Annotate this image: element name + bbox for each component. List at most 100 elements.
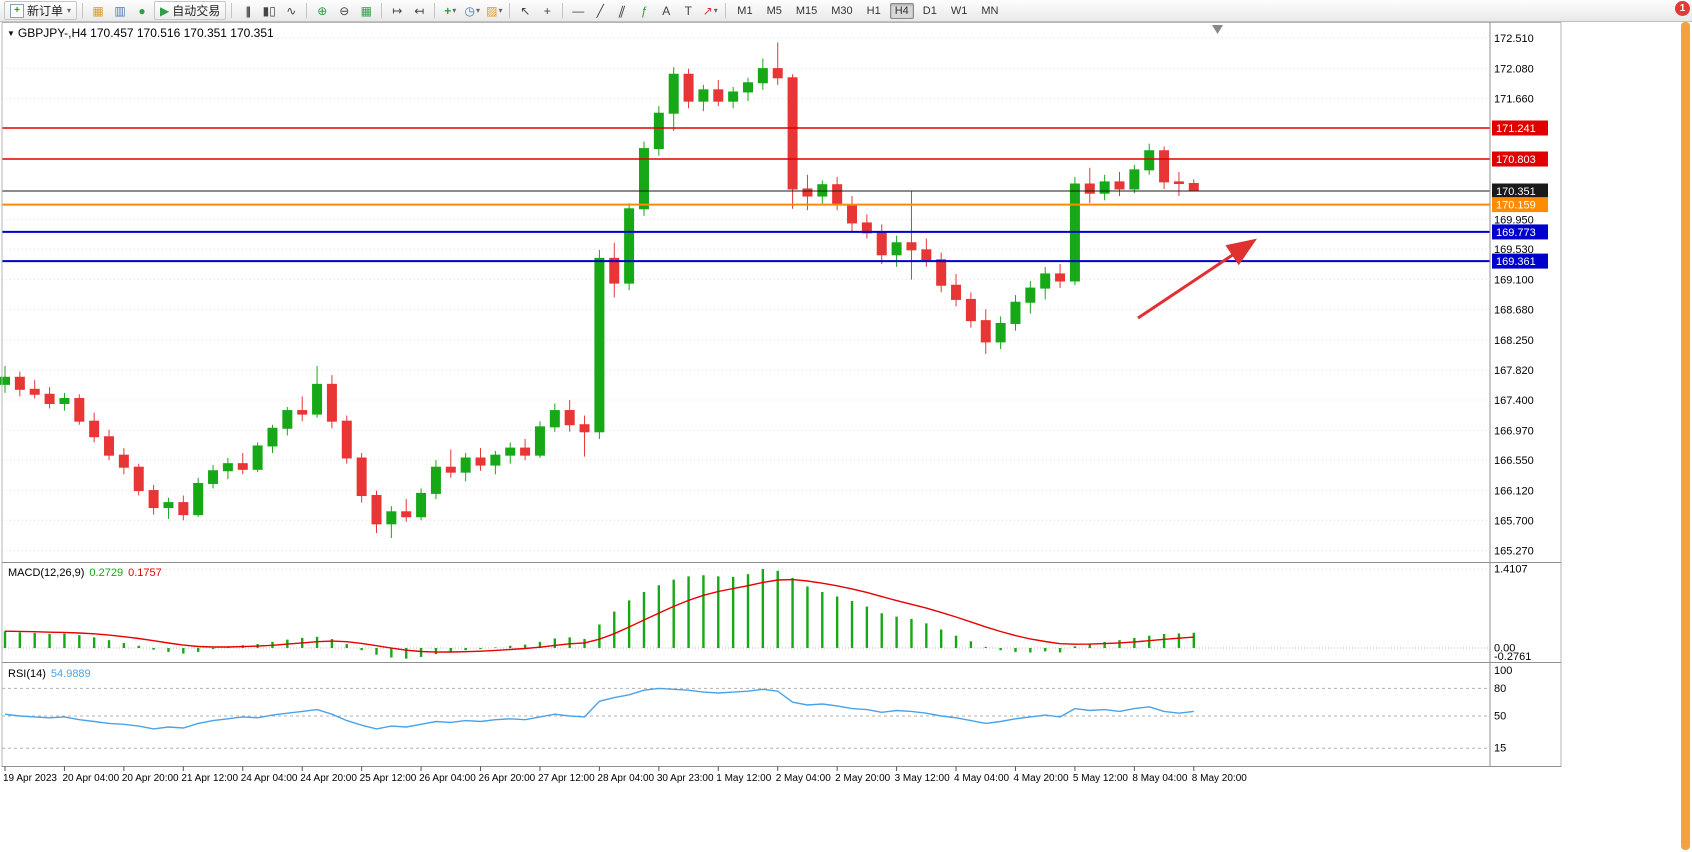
market-watch-icon[interactable]: ▦	[92, 3, 104, 18]
price-tick-label: 168.250	[1494, 335, 1534, 347]
price-line-tag-label: 170.351	[1496, 186, 1536, 198]
horizontal-line-icon[interactable]: —	[572, 3, 585, 18]
new-order-button[interactable]: + 新订单 ▾	[4, 1, 78, 20]
candle	[237, 463, 248, 470]
candle	[549, 410, 560, 428]
cursor-icon[interactable]: ↖	[520, 3, 531, 18]
candle	[386, 511, 397, 525]
separator	[231, 3, 233, 18]
chart-canvas[interactable]: 172.510 172.080 171.660 169.950 169.530 169.1…	[0, 22, 1692, 852]
periods-button[interactable]: ◷ ▾	[462, 1, 482, 20]
autotrade-icon: ▶	[160, 3, 170, 18]
price-line-tag	[1492, 151, 1548, 167]
macd-axis-label: 1.4107	[1494, 564, 1528, 576]
candle	[594, 257, 605, 433]
scrollbar[interactable]	[1681, 22, 1690, 850]
tf-h4[interactable]: H4	[889, 2, 914, 19]
time-label: 27 Apr 12:00	[538, 773, 595, 784]
navigator-icon[interactable]: ●	[138, 3, 146, 18]
time-label: 19 Apr 2023	[3, 773, 57, 784]
label-icon[interactable]: T	[684, 3, 692, 18]
fibonacci-icon[interactable]: ƒ	[640, 3, 648, 18]
separator	[509, 3, 511, 18]
chevron-down-icon[interactable]: ▾	[67, 6, 72, 15]
candle	[728, 91, 739, 102]
trendline-icon[interactable]: ╱	[596, 3, 604, 18]
candle	[1010, 301, 1021, 324]
candle	[178, 502, 189, 516]
crosshair-icon[interactable]: +	[543, 3, 551, 18]
separator	[306, 3, 308, 18]
candle	[0, 376, 10, 385]
chart-shift-icon[interactable]: ↤	[414, 3, 425, 18]
tf-mn[interactable]: MN	[981, 4, 999, 17]
price-line-tag-label: 169.361	[1496, 256, 1536, 268]
chevron-down-icon[interactable]: ▾	[713, 5, 718, 15]
price-tick-label: 168.680	[1494, 304, 1534, 316]
zoom-out-icon[interactable]: ⊖	[339, 3, 350, 18]
candle	[371, 495, 382, 525]
candle	[252, 445, 263, 470]
chevron-down-icon[interactable]: ▾	[452, 5, 457, 15]
tf-m5[interactable]: M5	[766, 4, 782, 17]
candle	[475, 457, 486, 466]
channel-icon[interactable]: ∥	[617, 3, 628, 18]
price-tick-label: 169.950	[1494, 214, 1534, 226]
time-label: 28 Apr 04:00	[597, 773, 654, 784]
data-window-icon[interactable]: ▥	[114, 3, 126, 18]
templates-button[interactable]: ▨ ▾	[484, 1, 504, 20]
tile-windows-icon[interactable]: ▦	[360, 3, 372, 18]
line-chart-icon[interactable]: ∿	[286, 3, 297, 18]
candle	[430, 466, 441, 494]
candle	[14, 376, 25, 390]
candle	[282, 410, 293, 429]
auto-scroll-icon[interactable]: ↦	[392, 3, 403, 18]
tf-m30[interactable]: M30	[831, 4, 853, 17]
arrow-annotation[interactable]	[1137, 238, 1257, 320]
candle	[208, 470, 219, 484]
tf-d1[interactable]: D1	[922, 4, 937, 17]
candle	[326, 383, 337, 422]
candle	[148, 490, 159, 509]
tf-h1[interactable]: H1	[866, 4, 881, 17]
candle	[89, 420, 100, 438]
candle	[401, 511, 412, 518]
candle	[267, 427, 278, 447]
chevron-down-icon[interactable]: ▾	[498, 5, 503, 15]
tf-m1[interactable]: M1	[737, 4, 753, 17]
time-label: 21 Apr 12:00	[181, 773, 238, 784]
candle	[193, 482, 204, 516]
candle	[312, 383, 323, 415]
indicators-button[interactable]: + ▾	[440, 1, 460, 20]
candle	[341, 420, 352, 459]
tf-m15[interactable]: M15	[795, 4, 818, 17]
price-tick-label: 171.660	[1494, 93, 1534, 105]
candle	[743, 82, 753, 93]
candle	[668, 73, 679, 114]
separator	[562, 3, 564, 18]
zoom-in-icon[interactable]: ⊕	[317, 3, 328, 18]
macd-axis-label: -0.2761	[1494, 651, 1531, 663]
candle	[44, 393, 55, 404]
candle	[980, 320, 991, 343]
new-order-label: 新订单	[27, 4, 64, 18]
price-line-tag-label: 170.159	[1496, 200, 1536, 212]
price-tick-label: 167.400	[1494, 395, 1534, 407]
candle	[1040, 273, 1051, 289]
price-line-tag	[1492, 120, 1548, 136]
candle	[817, 184, 828, 197]
notification-badge[interactable]: 1	[1675, 1, 1690, 16]
tf-w1[interactable]: W1	[950, 4, 968, 17]
time-label: 24 Apr 20:00	[300, 773, 357, 784]
candle	[104, 436, 115, 456]
bar-chart-icon[interactable]: |||	[245, 3, 251, 18]
autotrade-button[interactable]: ▶ 自动交易	[154, 1, 227, 20]
text-icon[interactable]: A	[662, 3, 671, 18]
arrows-button[interactable]: ↗ ▾	[700, 1, 720, 20]
candle	[297, 410, 308, 415]
chevron-down-icon[interactable]: ▾	[476, 5, 481, 15]
time-label: 1 May 12:00	[716, 773, 771, 784]
time-label: 20 Apr 20:00	[122, 773, 179, 784]
candle	[609, 257, 620, 284]
candlestick-chart-icon[interactable]: ▮▯	[262, 3, 276, 18]
